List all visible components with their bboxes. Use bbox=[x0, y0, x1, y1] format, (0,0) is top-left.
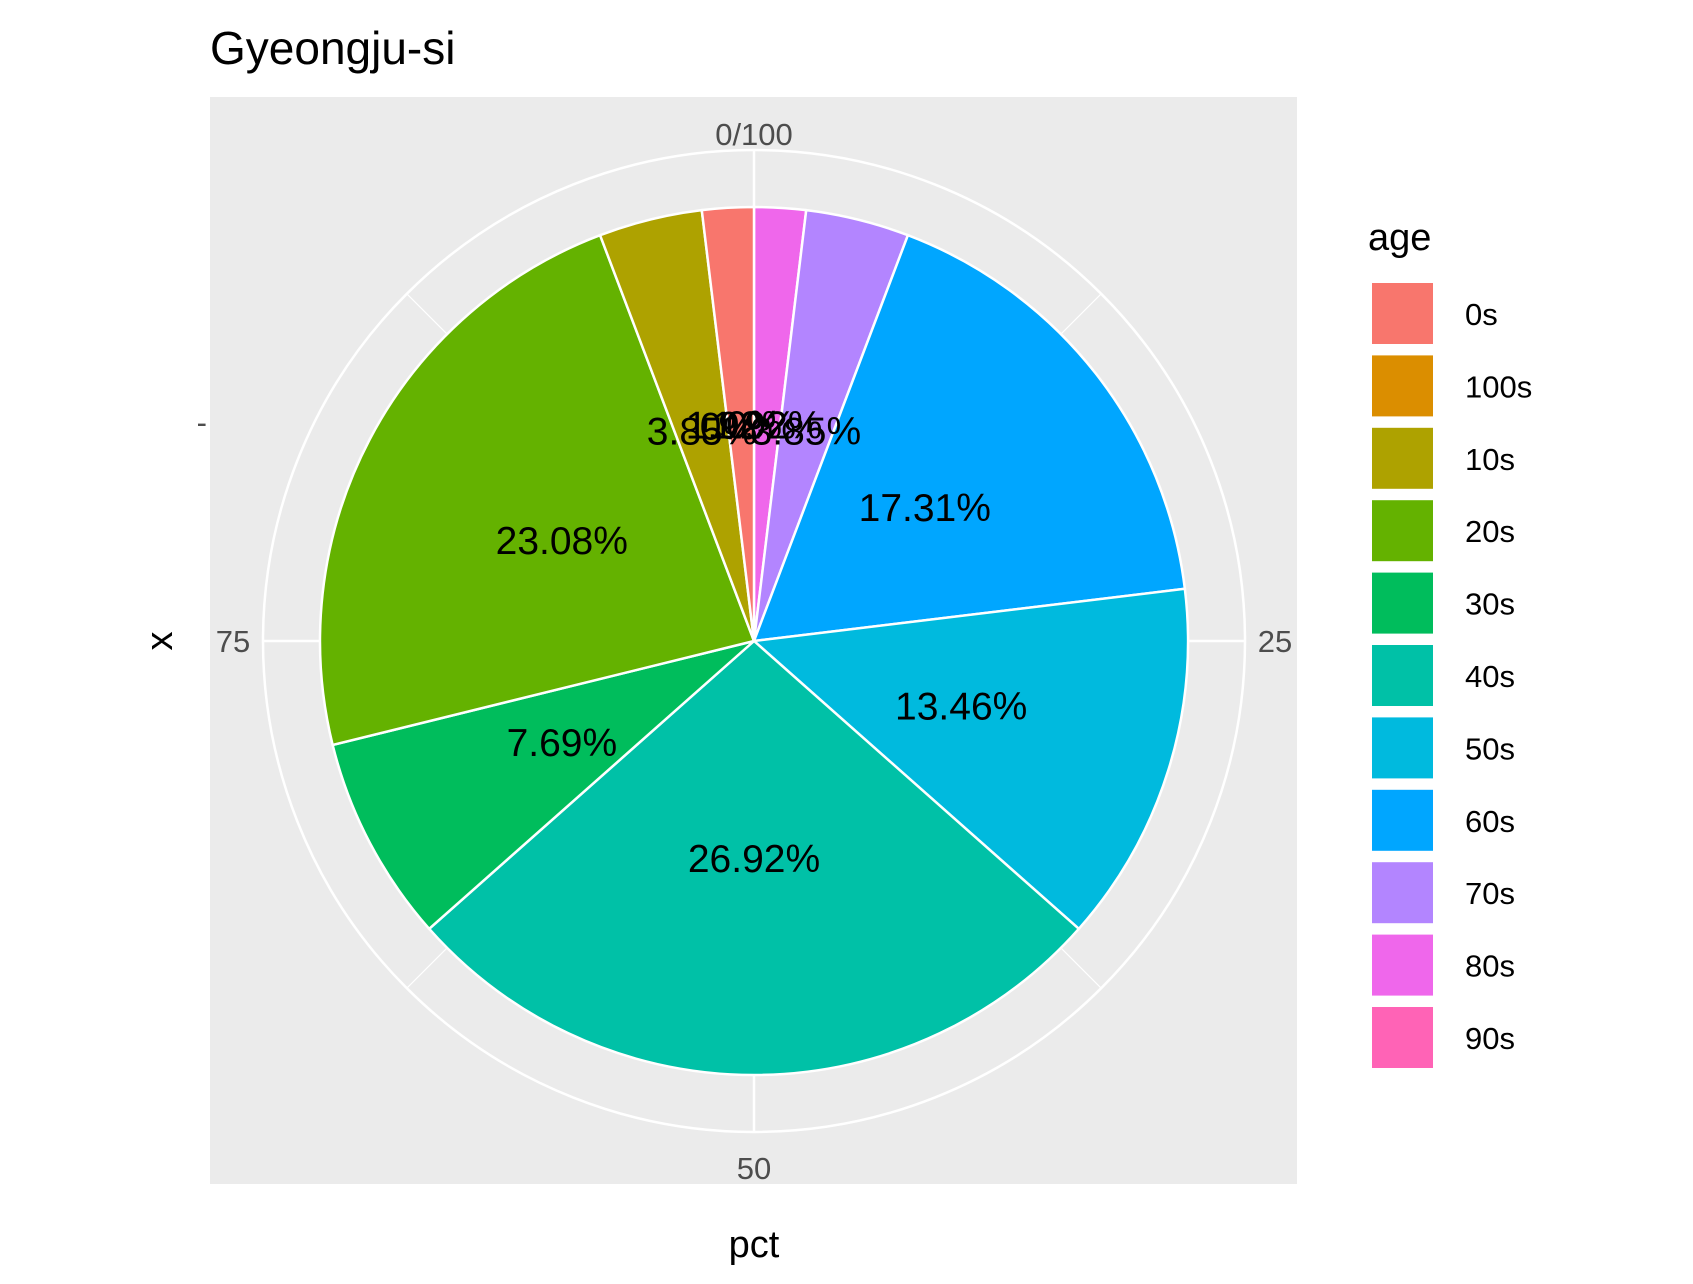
legend-key-40s bbox=[1370, 643, 1435, 708]
slice-30s bbox=[331, 639, 755, 931]
theta-tick-label-2: 50 bbox=[737, 1151, 771, 1186]
slice-labels: 0%1.92%3.85% 17.31% 13.46% 26.92% 7.69% 23.08… bbox=[496, 404, 1028, 881]
legend-label-70s: 70s bbox=[1465, 876, 1515, 911]
slice-60s bbox=[752, 233, 1187, 643]
theta-ticks: 0/100 25 50 75 bbox=[216, 117, 1292, 1186]
slice-40s bbox=[427, 639, 1081, 1077]
legend-label-100s: 100s bbox=[1465, 369, 1532, 404]
data-label-0s: 1.92% bbox=[686, 404, 797, 447]
data-label-60s: 17.31% bbox=[859, 487, 991, 530]
x-axis-title: pct bbox=[729, 1224, 780, 1266]
pie-slices bbox=[318, 205, 1190, 1077]
data-label-40s: 26.92% bbox=[688, 838, 820, 881]
data-label-30s: 7.69% bbox=[507, 722, 618, 765]
legend-label-90s: 90s bbox=[1465, 1021, 1515, 1056]
legend-label-50s: 50s bbox=[1465, 731, 1515, 766]
data-label-20s: 23.08% bbox=[496, 520, 628, 563]
legend-title: age bbox=[1368, 217, 1431, 259]
legend-key-0s bbox=[1370, 281, 1435, 346]
legend-key-60s bbox=[1370, 787, 1435, 853]
data-label-100s: 0% bbox=[700, 406, 756, 449]
legend-label-30s: 30s bbox=[1465, 587, 1515, 622]
legend-label-0s: 0s bbox=[1465, 297, 1498, 332]
legend-key-10s bbox=[1370, 425, 1435, 491]
theta-tick-label-0: 0/100 bbox=[715, 117, 793, 152]
legend-key-100s bbox=[1370, 353, 1435, 419]
data-label-50s: 13.46% bbox=[895, 686, 1027, 729]
legend-key-50s bbox=[1370, 715, 1435, 781]
slice-50s bbox=[751, 587, 1190, 931]
legend-key-20s bbox=[1370, 498, 1435, 564]
data-label-70s: 3.85% bbox=[751, 410, 862, 453]
y-axis-title: x bbox=[139, 632, 181, 651]
legend-key-90s bbox=[1370, 1005, 1435, 1070]
y-tick-label: - bbox=[197, 405, 207, 440]
theta-tick-label-3: 75 bbox=[216, 624, 250, 659]
legend-label-60s: 60s bbox=[1465, 804, 1515, 839]
theta-tick-label-1: 25 bbox=[1258, 624, 1292, 659]
slice-20s bbox=[318, 233, 756, 747]
legend-key-70s bbox=[1370, 860, 1435, 926]
legend-label-10s: 10s bbox=[1465, 442, 1515, 477]
legend-label-40s: 40s bbox=[1465, 659, 1515, 694]
legend-key-80s bbox=[1370, 932, 1435, 998]
data-label-80s: 1.92% bbox=[712, 404, 823, 447]
legend-key-30s bbox=[1370, 570, 1435, 636]
legend: age 0s 100s 10s 20s 30s 40s 50s 60s 70s 80s 90s bbox=[1368, 217, 1532, 1070]
legend-label-20s: 20s bbox=[1465, 514, 1515, 549]
slice-0s bbox=[700, 205, 756, 642]
legend-label-80s: 80s bbox=[1465, 949, 1515, 984]
data-label-90s: 0% bbox=[726, 404, 782, 447]
chart-title: Gyeongju-si bbox=[210, 22, 455, 74]
data-label-10s: 3.85% bbox=[647, 410, 758, 453]
